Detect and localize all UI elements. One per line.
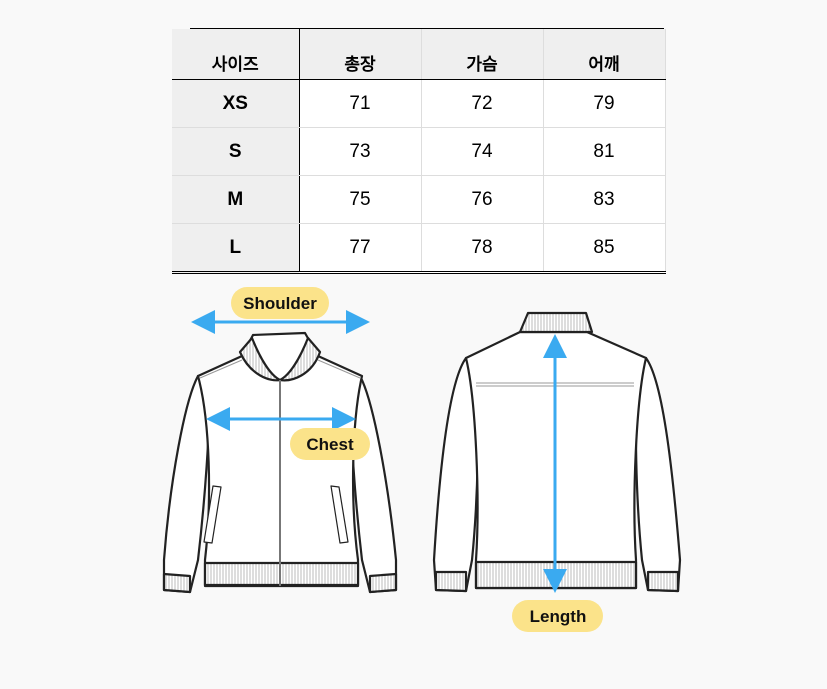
shoulder-label-badge [231,287,329,319]
length-label: Length [530,607,587,626]
table-row: L 77 78 85 [172,223,666,274]
front-jacket-illustration [162,331,398,594]
size-cell: M [172,175,300,224]
back-jacket-illustration [432,311,682,593]
chest-cell: 74 [421,127,544,176]
shoulder-cell: 79 [543,79,666,128]
size-table: 사이즈 총장 가슴 어깨 XS 71 72 79 S 73 74 81 M 75… [172,29,666,274]
shoulder-label: Shoulder [243,294,317,313]
shoulder-cell: 83 [543,175,666,224]
chest-cell: 76 [421,175,544,224]
table-row: S 73 74 81 [172,127,666,176]
header-length: 총장 [299,29,422,80]
table-header-row: 사이즈 총장 가슴 어깨 [172,29,666,80]
size-cell: S [172,127,300,176]
length-cell: 75 [299,175,422,224]
table-row: M 75 76 83 [172,175,666,224]
table-row: XS 71 72 79 [172,79,666,128]
header-shoulder: 어깨 [543,29,666,80]
shoulder-cell: 85 [543,223,666,274]
size-cell: XS [172,79,300,128]
header-size: 사이즈 [172,29,300,80]
length-label-badge [512,600,603,632]
length-cell: 73 [299,127,422,176]
length-cell: 71 [299,79,422,128]
length-cell: 77 [299,223,422,274]
header-chest: 가슴 [421,29,544,80]
chest-label: Chest [306,435,354,454]
shoulder-cell: 81 [543,127,666,176]
chest-label-badge [290,428,370,460]
chest-cell: 72 [421,79,544,128]
size-cell: L [172,223,300,274]
table-top-rule [190,28,664,29]
chest-cell: 78 [421,223,544,274]
